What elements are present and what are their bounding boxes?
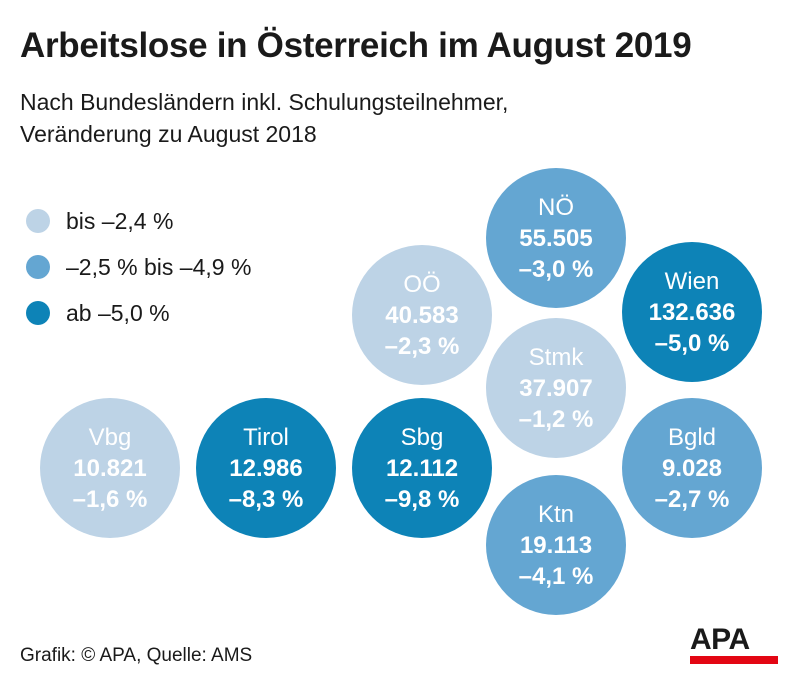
bubble-change-label: –1,2 %: [518, 405, 594, 433]
bubble-bgld: Bgld 9.028 –2,7 %: [622, 398, 762, 538]
bubble-region-label: Ktn: [537, 500, 575, 528]
bubble-region-label: Stmk: [528, 343, 584, 371]
bubble-region-label: Tirol: [243, 423, 289, 451]
bubble-change-label: –5,0 %: [654, 329, 730, 357]
bubble-region-label: OÖ: [403, 270, 441, 298]
bubble-change-label: –4,1 %: [518, 562, 594, 590]
bubble-region-label: Bgld: [667, 423, 717, 451]
bubble-tirol: Tirol 12.986 –8,3 %: [196, 398, 336, 538]
subtitle-line-2: Veränderung zu August 2018: [20, 121, 317, 147]
bubble-region-label: Sbg: [400, 423, 444, 451]
legend-label: ab –5,0 %: [66, 299, 170, 326]
bubble-value-label: 40.583: [385, 301, 459, 329]
source-note: Grafik: © APA, Quelle: AMS: [20, 645, 253, 666]
bubble-change-label: –2,7 %: [654, 485, 730, 513]
bubble-region-label: Vbg: [88, 423, 132, 451]
legend-item: ab –5,0 %: [26, 290, 251, 336]
bubble-wien: Wien 132.636 –5,0 %: [622, 242, 762, 382]
chart-title: Arbeitslose in Österreich im August 2019: [20, 26, 692, 65]
bubble-vbg: Vbg 10.821 –1,6 %: [40, 398, 180, 538]
bubble-value-label: 12.986: [229, 454, 303, 482]
bubble-region-label: Wien: [664, 267, 720, 295]
bubble-value-label: 132.636: [648, 298, 736, 326]
legend-swatch-dark: [26, 301, 50, 325]
bubble-value-label: 19.113: [519, 531, 593, 559]
bubble-value-label: 12.112: [385, 454, 459, 482]
bubble-stmk: Stmk 37.907 –1,2 %: [486, 318, 626, 458]
bubble-change-label: –9,8 %: [384, 485, 460, 513]
bubble-region-label: NÖ: [538, 193, 574, 221]
apa-logo: APA: [690, 623, 778, 664]
legend-swatch-light: [26, 209, 50, 233]
chart-subtitle: Nach Bundesländern inkl. Schulungsteilne…: [20, 86, 508, 150]
legend-swatch-medium: [26, 255, 50, 279]
legend-item: –2,5 % bis –4,9 %: [26, 244, 251, 290]
bubble-sbg: Sbg 12.112 –9,8 %: [352, 398, 492, 538]
legend-label: bis –2,4 %: [66, 207, 174, 234]
legend-label: –2,5 % bis –4,9 %: [66, 253, 252, 280]
bubble-value-label: 9.028: [661, 454, 723, 482]
bubble-value-label: 10.821: [73, 454, 147, 482]
apa-logo-bar: [690, 656, 778, 664]
bubble-ktn: Ktn 19.113 –4,1 %: [486, 475, 626, 615]
apa-logo-text: APA: [690, 623, 750, 656]
bubble-change-label: –8,3 %: [228, 485, 304, 513]
bubble-value-label: 55.505: [519, 224, 593, 252]
subtitle-line-1: Nach Bundesländern inkl. Schulungsteilne…: [20, 89, 509, 115]
bubble-o: OÖ 40.583 –2,3 %: [352, 245, 492, 385]
legend: bis –2,4 % –2,5 % bis –4,9 % ab –5,0 %: [26, 198, 251, 336]
bubble-n: NÖ 55.505 –3,0 %: [486, 168, 626, 308]
legend-item: bis –2,4 %: [26, 198, 251, 244]
bubble-value-label: 37.907: [519, 374, 593, 402]
bubble-change-label: –2,3 %: [384, 332, 460, 360]
bubble-change-label: –1,6 %: [72, 485, 148, 513]
bubble-change-label: –3,0 %: [518, 255, 594, 283]
